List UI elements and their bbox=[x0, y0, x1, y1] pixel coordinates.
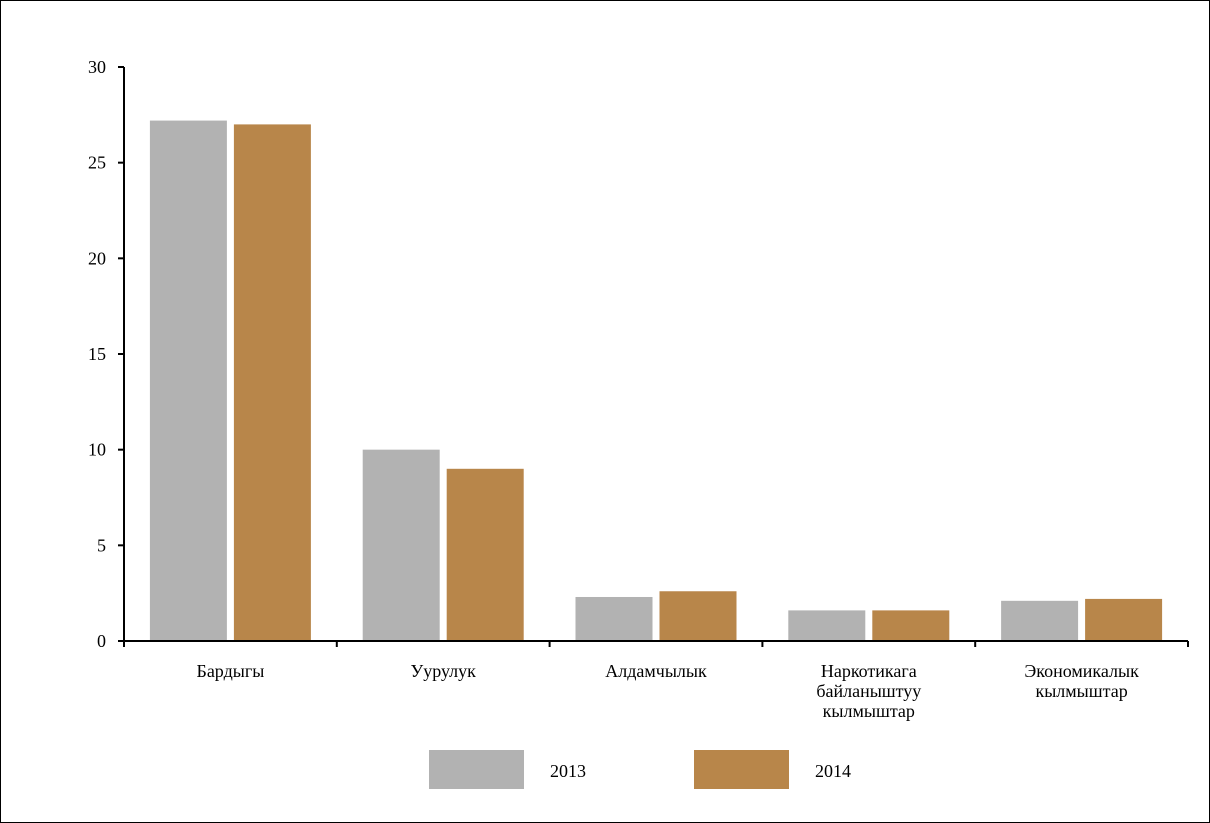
legend-label: 2013 bbox=[550, 761, 586, 781]
y-tick-label: 10 bbox=[88, 440, 106, 460]
y-tick-label: 30 bbox=[88, 57, 106, 77]
category-label-line: Наркотикага bbox=[821, 661, 917, 681]
category-label-line: Алдамчылык bbox=[605, 661, 707, 681]
y-tick-label: 5 bbox=[97, 535, 106, 555]
category-label: Бардыгы bbox=[196, 661, 264, 681]
y-tick-label: 20 bbox=[88, 248, 106, 268]
y-ticks: 0 5 10 15 20 25 30 bbox=[88, 57, 124, 651]
legend: 2013 2014 bbox=[429, 750, 851, 789]
category-label-line: байланыштуу bbox=[816, 681, 921, 701]
y-tick-label: 15 bbox=[88, 344, 106, 364]
bar-2014-1 bbox=[446, 468, 524, 641]
bar-2013-0 bbox=[149, 120, 227, 641]
y-tick-label: 25 bbox=[88, 153, 106, 173]
category-label: Уурулук bbox=[410, 661, 476, 681]
legend-swatch-2013 bbox=[429, 750, 524, 789]
category-labels: Бардыгы Уурулук Алдамчылык Наркотикага байла… bbox=[196, 661, 1139, 721]
bars bbox=[149, 120, 1163, 641]
bar-2013-3 bbox=[788, 610, 866, 641]
category-label-line: кылмыштар bbox=[1035, 681, 1127, 701]
bar-2013-4 bbox=[1001, 600, 1079, 641]
legend-swatch-2014 bbox=[694, 750, 789, 789]
category-label-line: Бардыгы bbox=[196, 661, 264, 681]
category-label: Наркотикага байланыштуу кылмыштар bbox=[816, 661, 921, 721]
category-label-line: кылмыштар bbox=[823, 701, 915, 721]
bar-2013-1 bbox=[362, 449, 440, 641]
category-label-line: Экономикалык bbox=[1024, 661, 1139, 681]
bar-2014-2 bbox=[659, 591, 737, 641]
bar-2014-4 bbox=[1085, 598, 1163, 641]
category-label-line: Уурулук bbox=[410, 661, 476, 681]
bar-2014-0 bbox=[233, 124, 311, 641]
y-tick-label: 0 bbox=[97, 631, 106, 651]
x-ticks bbox=[123, 641, 1189, 647]
category-label: Алдамчылык bbox=[605, 661, 707, 681]
category-label: Экономикалык кылмыштар bbox=[1024, 661, 1139, 701]
legend-label: 2014 bbox=[815, 761, 851, 781]
bar-2014-3 bbox=[872, 610, 950, 641]
bar-2013-2 bbox=[575, 596, 653, 641]
